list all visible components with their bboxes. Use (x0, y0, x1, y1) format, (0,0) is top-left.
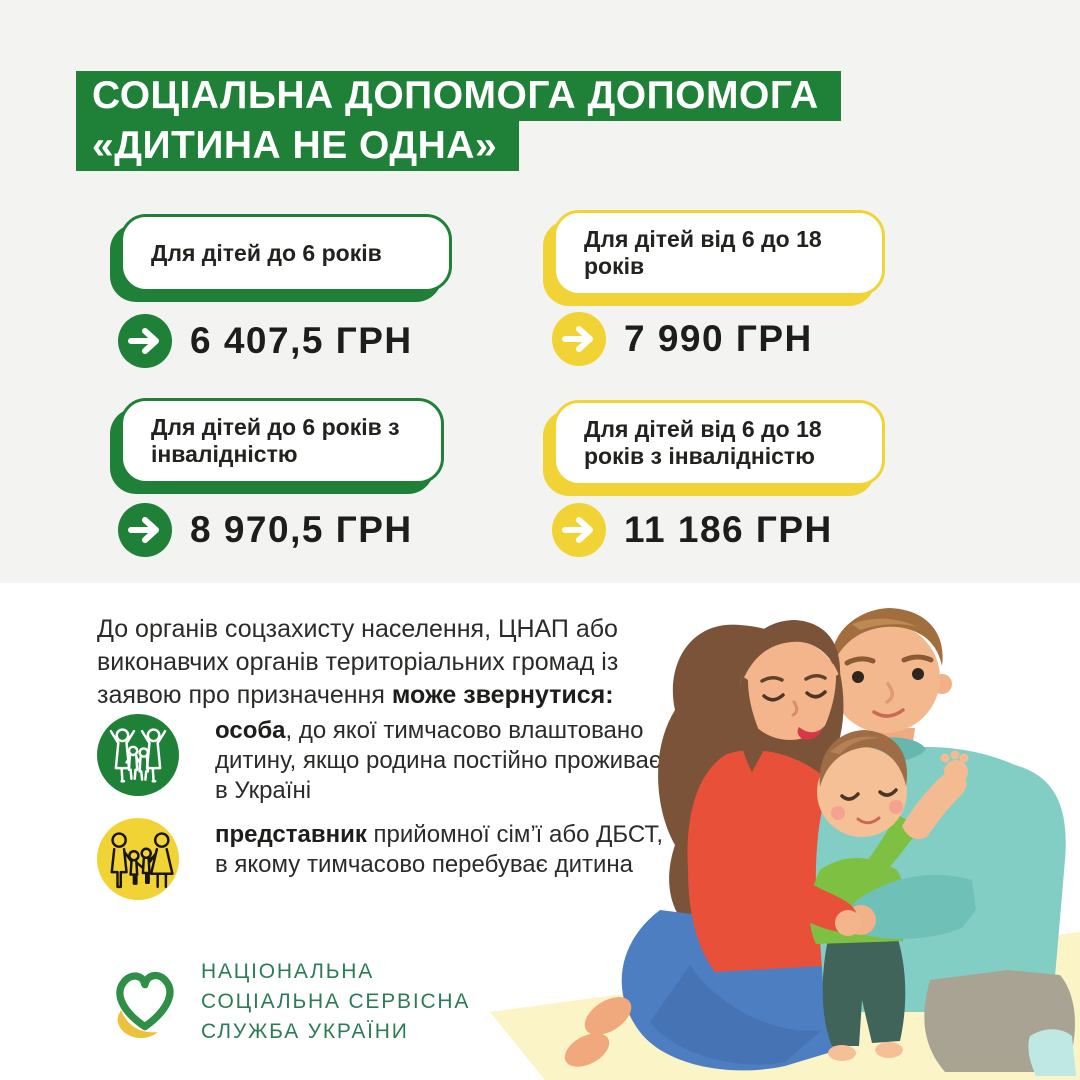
benefit-card-under6-disability: Для дітей до 6 років з інвалідністю (120, 398, 444, 484)
application-intro-bold: може звернутися: (391, 681, 614, 709)
amount-row-6to18: 7 990 ГРН (552, 312, 813, 366)
benefit-card-6to18: Для дітей від 6 до 18 років (553, 210, 885, 296)
arrow-right-icon (552, 503, 606, 557)
org-name-line2: СОЦІАЛЬНА СЕРВІСНА (201, 990, 471, 1013)
family-illustration (490, 608, 1080, 1080)
amount-value: 7 990 ГРН (624, 318, 813, 359)
amount-row-under6: 6 407,5 ГРН (118, 314, 413, 368)
benefit-card-6to18-disability: Для дітей від 6 до 18 років з інвалідніс… (553, 400, 885, 486)
amount-value: 11 186 ГРН (624, 509, 833, 550)
applicant-item-text: представник прийомної сім’ї або ДБСТ, в … (215, 818, 665, 880)
family-outline-green-icon (97, 714, 179, 796)
arrow-right-icon (118, 314, 172, 368)
amount-row-6to18-disability: 11 186 ГРН (552, 503, 833, 557)
amount-value: 6 407,5 ГРН (190, 320, 413, 361)
org-name-line1: НАЦІОНАЛЬНА (201, 960, 375, 983)
page-title-line2: «ДИТИНА НЕ ОДНА» (76, 121, 520, 171)
benefit-card-label: Для дітей від 6 до 18 років (584, 226, 822, 279)
applicant-item-rest: прийомної сім’ї або ДБСТ, в якому тимчас… (215, 821, 664, 878)
benefit-card-under6: Для дітей до 6 років (120, 214, 452, 292)
arrow-right-icon (552, 312, 606, 366)
applicant-item-bold: особа (215, 717, 286, 744)
page-title-line1: СОЦІАЛЬНА ДОПОМОГА ДОПОМОГА (76, 71, 841, 121)
applicant-item-representative: представник прийомної сім’ї або ДБСТ, в … (97, 818, 665, 900)
application-intro-regular: До органів соцзахисту населення, ЦНАП аб… (97, 615, 619, 709)
amount-value: 8 970,5 ГРН (190, 509, 413, 550)
applicant-item-person: особа, до якої тимчасово влаштовано дити… (97, 714, 665, 806)
benefit-card-label: Для дітей від 6 до 18 років з інвалідніс… (584, 416, 822, 469)
org-logo: НАЦІОНАЛЬНА СОЦІАЛЬНА СЕРВІСНА СЛУЖБА УК… (103, 957, 470, 1047)
org-name-line3: СЛУЖБА УКРАЇНИ (201, 1020, 409, 1043)
arrow-right-icon (118, 503, 172, 557)
application-intro: До органів соцзахисту населення, ЦНАП аб… (97, 613, 707, 712)
header-banner: СОЦІАЛЬНА ДОПОМОГА ДОПОМОГА «ДИТИНА НЕ О… (76, 71, 841, 171)
org-name: НАЦІОНАЛЬНА СОЦІАЛЬНА СЕРВІСНА СЛУЖБА УК… (201, 957, 470, 1047)
applicant-item-bold: представник (215, 821, 367, 848)
benefit-card-label: Для дітей до 6 років (151, 239, 382, 266)
heart-hand-logo-icon (116, 971, 174, 1039)
application-section: До органів соцзахисту населення, ЦНАП аб… (0, 583, 1080, 1080)
benefit-card-label: Для дітей до 6 років з інвалідністю (151, 414, 400, 467)
amount-row-under6-disability: 8 970,5 ГРН (118, 503, 413, 557)
applicant-item-rest: , до якої тимчасово влаштовано дитину, я… (215, 717, 662, 804)
family-outline-yellow-icon (97, 818, 179, 900)
applicant-item-text: особа, до якої тимчасово влаштовано дити… (215, 714, 665, 806)
